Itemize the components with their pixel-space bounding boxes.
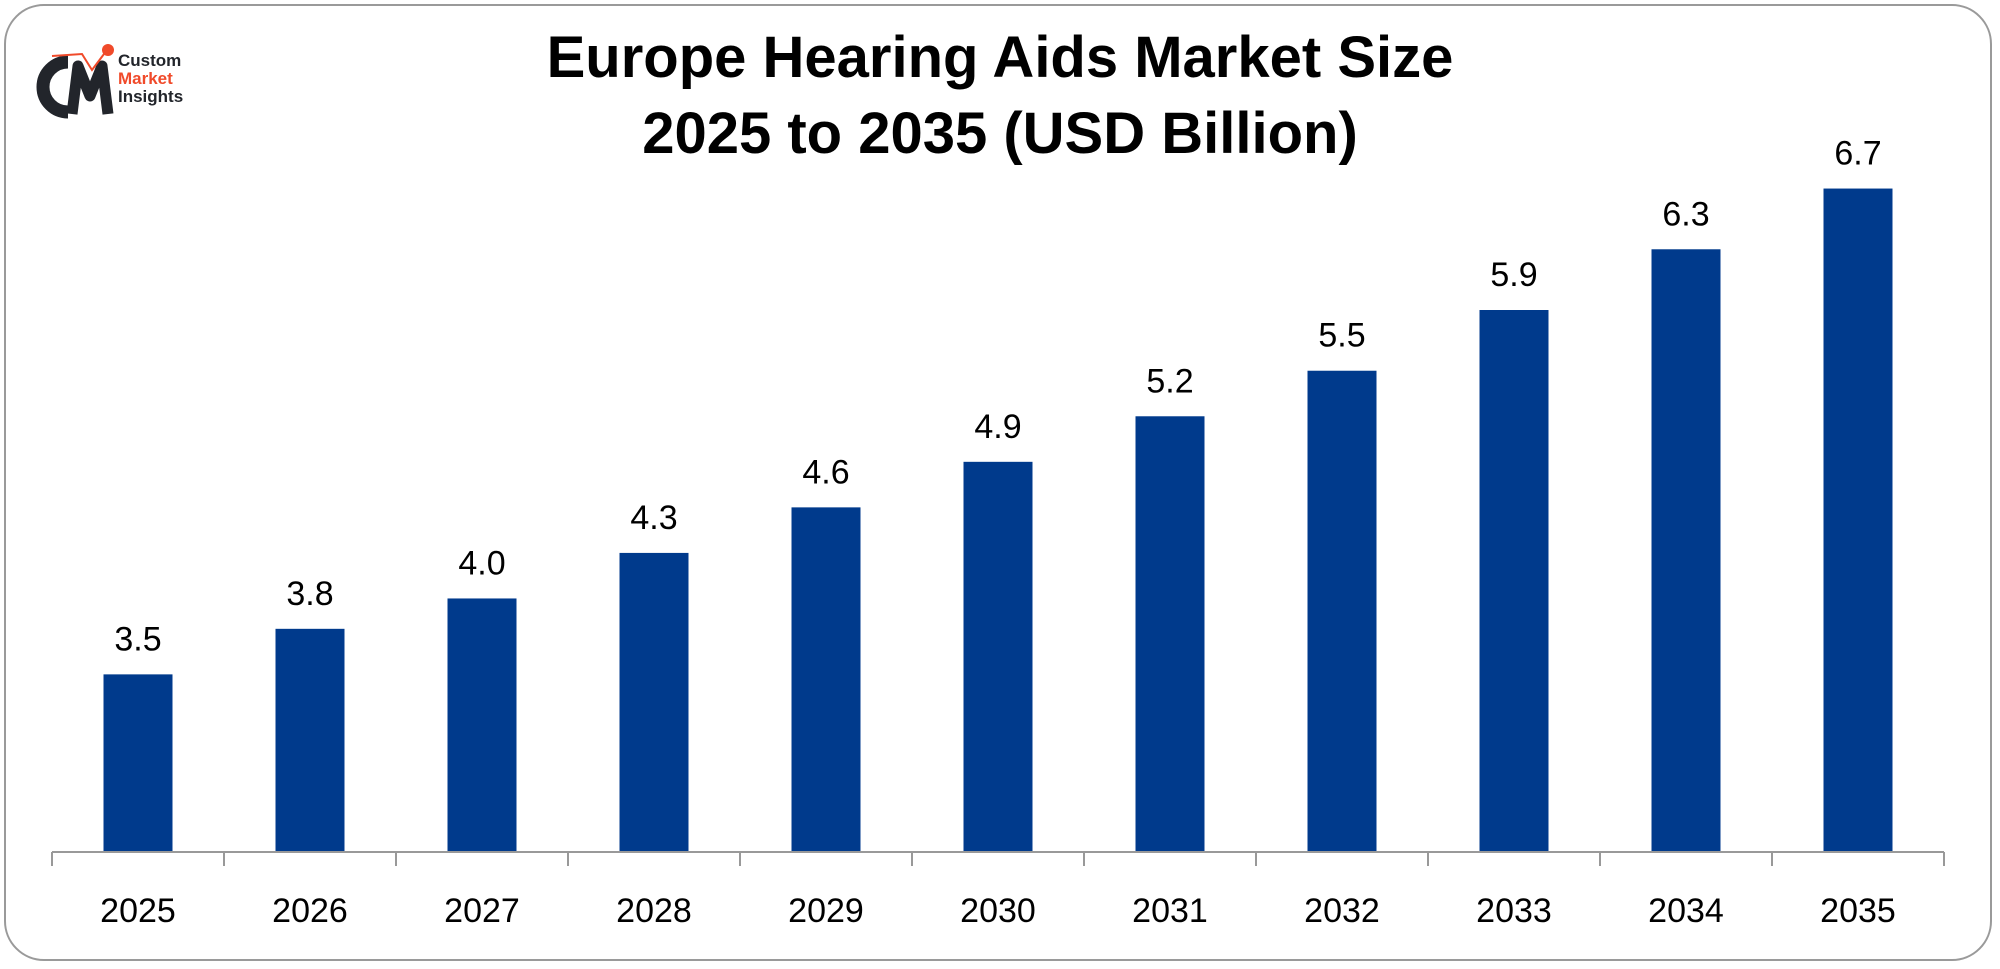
x-tick-label: 2028 xyxy=(616,892,692,930)
data-label: 4.6 xyxy=(802,453,849,491)
bar xyxy=(1823,188,1893,853)
x-tick-label: 2029 xyxy=(788,892,864,930)
bar xyxy=(103,674,173,852)
x-tick-label: 2032 xyxy=(1304,892,1380,930)
x-tick-label: 2030 xyxy=(960,892,1036,930)
logo-line-3: Insights xyxy=(118,87,184,106)
x-tick-label: 2026 xyxy=(272,892,348,930)
title-line-1: Europe Hearing Aids Market Size xyxy=(546,25,1454,90)
x-tick-label: 2025 xyxy=(100,892,176,930)
bar xyxy=(447,598,517,852)
bar xyxy=(275,628,345,852)
bar xyxy=(1651,249,1721,852)
logo-line-1: Custom xyxy=(118,51,182,70)
x-tick-label: 2035 xyxy=(1820,892,1896,930)
chart-frame xyxy=(4,4,1992,961)
logo-line-2: Market xyxy=(118,69,173,88)
title-line-2: 2025 to 2035 (USD Billion) xyxy=(642,101,1358,166)
bar xyxy=(963,461,1033,852)
data-label: 6.3 xyxy=(1662,195,1709,233)
x-tick-label: 2027 xyxy=(444,892,520,930)
data-label: 4.9 xyxy=(974,408,1021,446)
chart-title: Europe Hearing Aids Market Size 2025 to … xyxy=(0,20,2000,172)
x-tick-label: 2034 xyxy=(1648,892,1724,930)
data-label: 4.0 xyxy=(458,544,505,582)
data-label: 5.5 xyxy=(1318,317,1365,355)
data-label: 3.8 xyxy=(286,575,333,613)
x-tick-label: 2033 xyxy=(1476,892,1552,930)
bar xyxy=(619,552,689,852)
bar xyxy=(791,507,861,852)
bar xyxy=(1307,370,1377,852)
x-tick-label: 2031 xyxy=(1132,892,1208,930)
bar xyxy=(1135,416,1205,852)
data-label: 5.9 xyxy=(1490,256,1537,294)
data-label: 3.5 xyxy=(114,620,161,658)
data-label: 6.7 xyxy=(1834,135,1881,173)
logo-text: Custom Market Insights xyxy=(118,52,183,106)
data-label: 4.3 xyxy=(630,499,677,537)
cmi-logo-icon xyxy=(36,44,114,119)
data-label: 5.2 xyxy=(1146,362,1193,400)
bar xyxy=(1479,310,1549,852)
